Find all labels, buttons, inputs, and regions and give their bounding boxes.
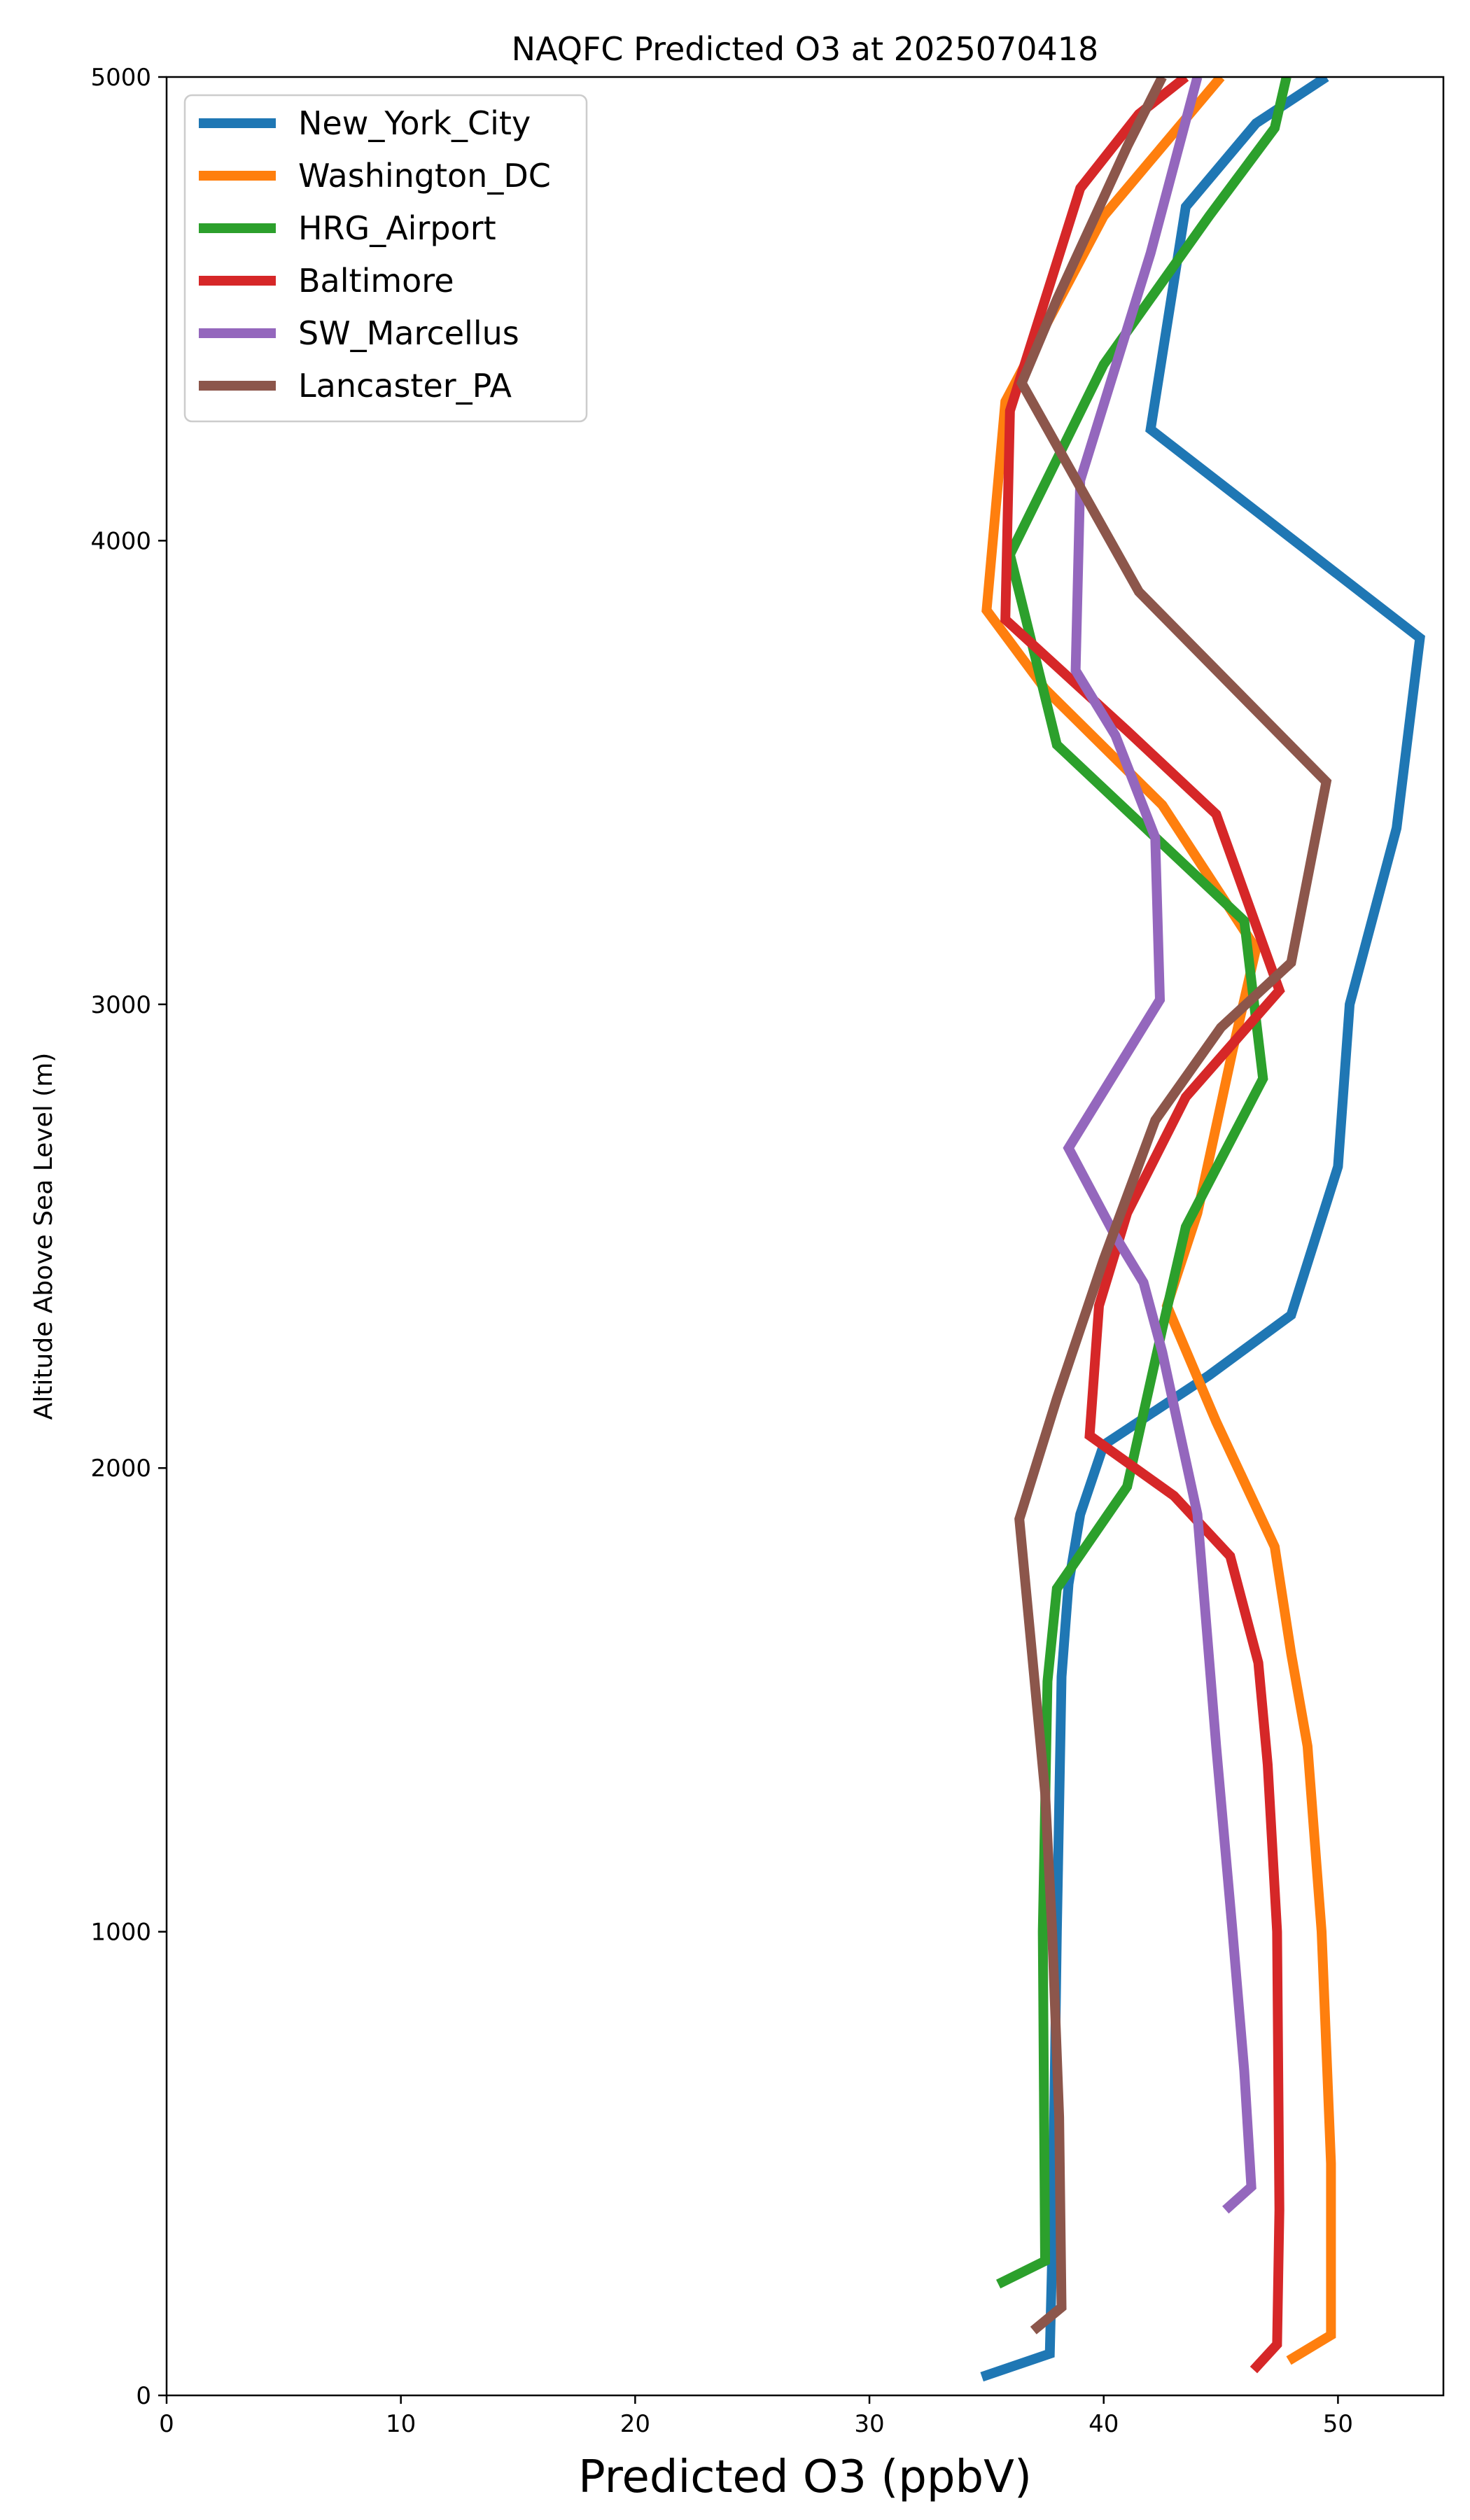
x-axis-label: Predicted O3 (ppbV) <box>578 2451 1032 2503</box>
legend-label: SW_Marcellus <box>298 314 519 352</box>
legend-label: HRG_Airport <box>298 209 496 247</box>
legend: New_York_City Washington_DC HRG_Airport Bal… <box>183 94 588 423</box>
series-layer <box>980 77 1425 2382</box>
legend-label: Lancaster_PA <box>298 367 512 405</box>
y-tick-label: 4000 <box>90 527 151 555</box>
series-line-baltimore <box>1000 77 1285 2374</box>
chart-title: NAQFC Predicted O3 at 2025070418 <box>512 30 1099 68</box>
legend-label: New_York_City <box>298 104 531 142</box>
x-tick-label: 10 <box>386 2410 416 2438</box>
series-line-lancaster-pa <box>1014 77 1332 2334</box>
x-tick-label: 30 <box>854 2410 884 2438</box>
y-tick-label: 3000 <box>90 991 151 1019</box>
y-tick-label: 5000 <box>90 64 151 92</box>
legend-label: Baltimore <box>298 262 454 300</box>
y-tick-label: 1000 <box>90 1919 151 1947</box>
legend-box <box>183 94 588 423</box>
y-tick-label: 2000 <box>90 1455 151 1483</box>
x-tick-label: 50 <box>1323 2410 1353 2438</box>
x-tick-label: 0 <box>159 2410 174 2438</box>
x-tick-label: 20 <box>620 2410 650 2438</box>
y-axis-label: Altitude Above Sea Level (m) <box>29 1053 58 1420</box>
x-tick-label: 40 <box>1088 2410 1119 2438</box>
y-axis: 0 1000 2000 3000 4000 5000 <box>90 64 167 2410</box>
legend-label: Washington_DC <box>298 157 551 195</box>
x-axis: 0 10 20 30 40 50 <box>159 2395 1353 2438</box>
y-tick-label: 0 <box>136 2382 151 2410</box>
plot-frame <box>165 76 1445 2397</box>
